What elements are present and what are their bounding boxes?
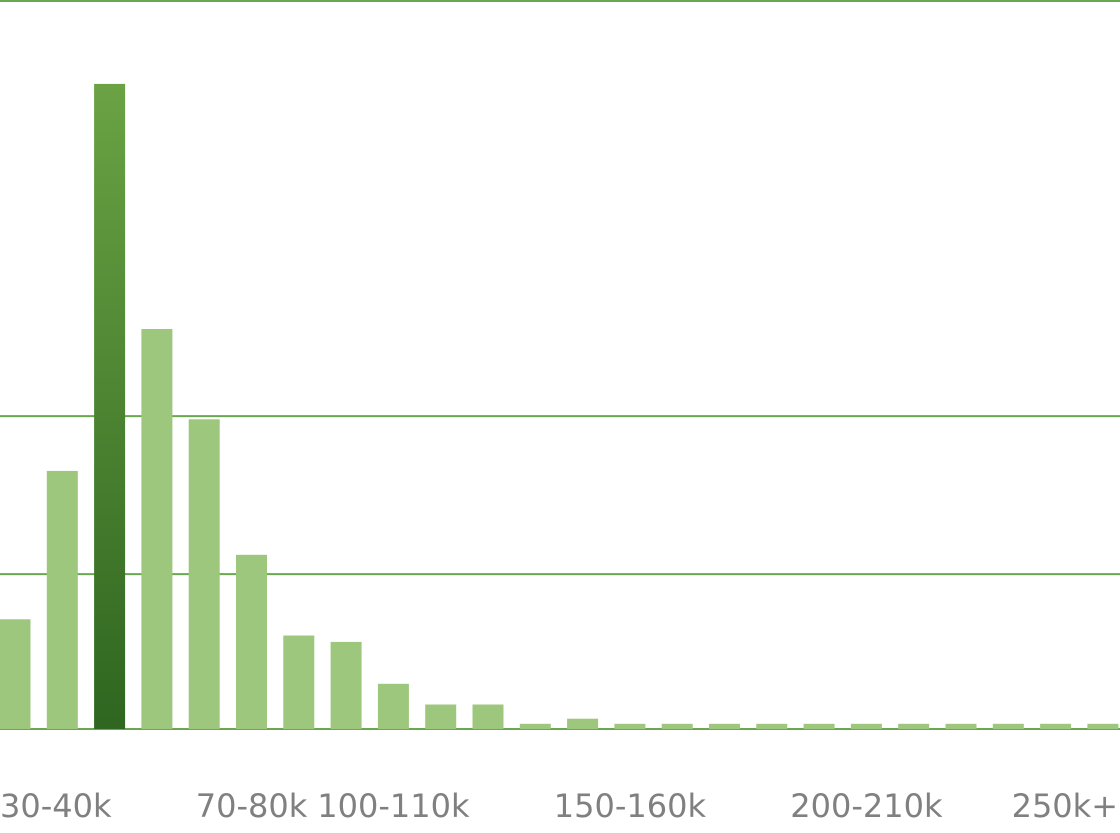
bar-20-30k [0,619,31,729]
bar-70-80k [236,554,267,729]
bar-60-70k [188,419,220,729]
bar-210-220k [898,723,930,729]
bar-100-110k [377,683,409,729]
bar-150-160k [614,723,646,729]
bar-110-120k [425,704,457,729]
x-tick-label-150-160k: 150-160k [554,787,707,825]
x-tick-label-100-110k: 100-110k [317,787,470,825]
bar-220-230k [945,723,977,729]
bar-180-190k [756,723,788,729]
bar-190-200k [803,723,835,729]
bar-170-180k [709,723,740,729]
gridlines [0,0,1120,730]
bar-160-170k [661,723,693,729]
bar-240-250k [1040,723,1072,729]
bar-120-130k [472,704,504,729]
bar-30-40k [46,470,78,729]
bar-40-50k [94,83,126,729]
bar-80-90k [283,635,315,729]
bar-250k+ [1087,723,1119,729]
x-tick-labels: 30-40k 70-80k 100-110k 150-160k 200-210k 250k… [0,787,1118,825]
bar-50-60k [141,329,173,729]
x-tick-label-70-80k: 70-80k [196,787,308,825]
bars [0,83,1119,729]
x-tick-label-200-210k: 200-210k [790,787,943,825]
bar-200-210k [850,723,882,729]
x-tick-label-30-40k: 30-40k [0,787,112,825]
bar-90-100k [330,641,362,729]
bar-140-150k [567,718,599,729]
bar-230-240k [992,723,1024,729]
bar-130-140k [519,723,551,729]
x-tick-label-250k+: 250k+ [1012,787,1118,825]
